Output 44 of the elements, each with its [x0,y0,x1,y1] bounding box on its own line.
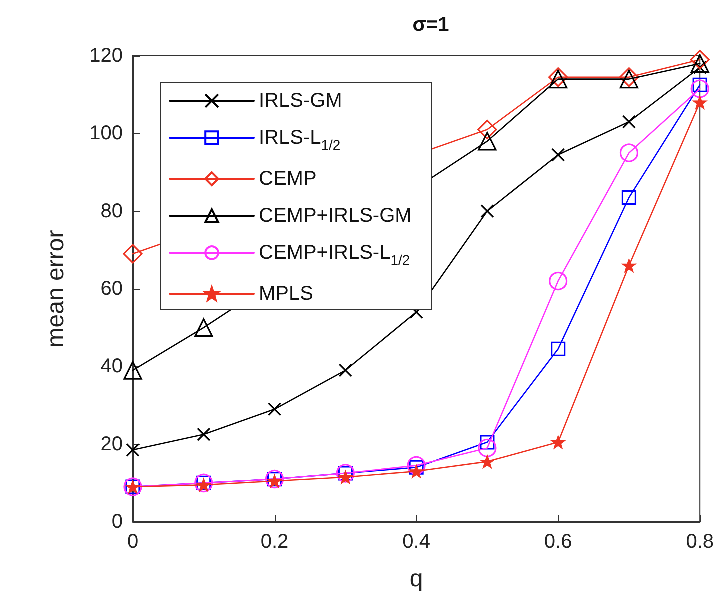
point [480,204,494,218]
x-tick-label: 0 [127,531,139,553]
point [194,318,214,338]
y-tick-label: 100 [90,122,123,145]
legend-label: IRLS-GM [259,90,342,112]
point [480,454,495,469]
point [622,115,636,129]
x-tick-label: 0.8 [686,531,714,553]
point [478,438,497,458]
point [690,80,710,98]
y-tick-label: 120 [90,45,123,67]
y-tick-label: 40 [100,356,123,378]
y-tick-label: 80 [100,200,123,222]
legend-label: CEMP+IRLS-GM [259,205,412,227]
point [478,120,498,140]
legend-label: MPLS [259,283,314,305]
point [690,50,710,70]
x-tick-label: 0.2 [260,531,289,553]
y-tick-label: 0 [112,511,123,533]
point [338,364,352,378]
point [622,258,637,273]
chart-title: σ=1 [412,14,450,36]
point [549,272,568,291]
point [123,244,143,264]
point [478,132,497,151]
x-tick-label: 0.4 [402,531,430,553]
point [690,54,710,74]
x-tick-label: 0.6 [544,531,572,553]
point [551,435,566,450]
point [552,148,566,162]
point [407,456,426,475]
point [692,96,708,110]
y-axis-title: mean error [42,230,70,348]
point [126,443,140,457]
point [622,190,637,206]
point [197,428,211,442]
point [620,144,639,162]
point [268,402,282,416]
y-tick-label: 20 [100,433,123,456]
x-axis-title: q [410,566,424,592]
point [551,342,566,356]
point [124,361,142,380]
y-tick-label: 60 [100,278,123,300]
legend-label: CEMP [259,168,317,190]
